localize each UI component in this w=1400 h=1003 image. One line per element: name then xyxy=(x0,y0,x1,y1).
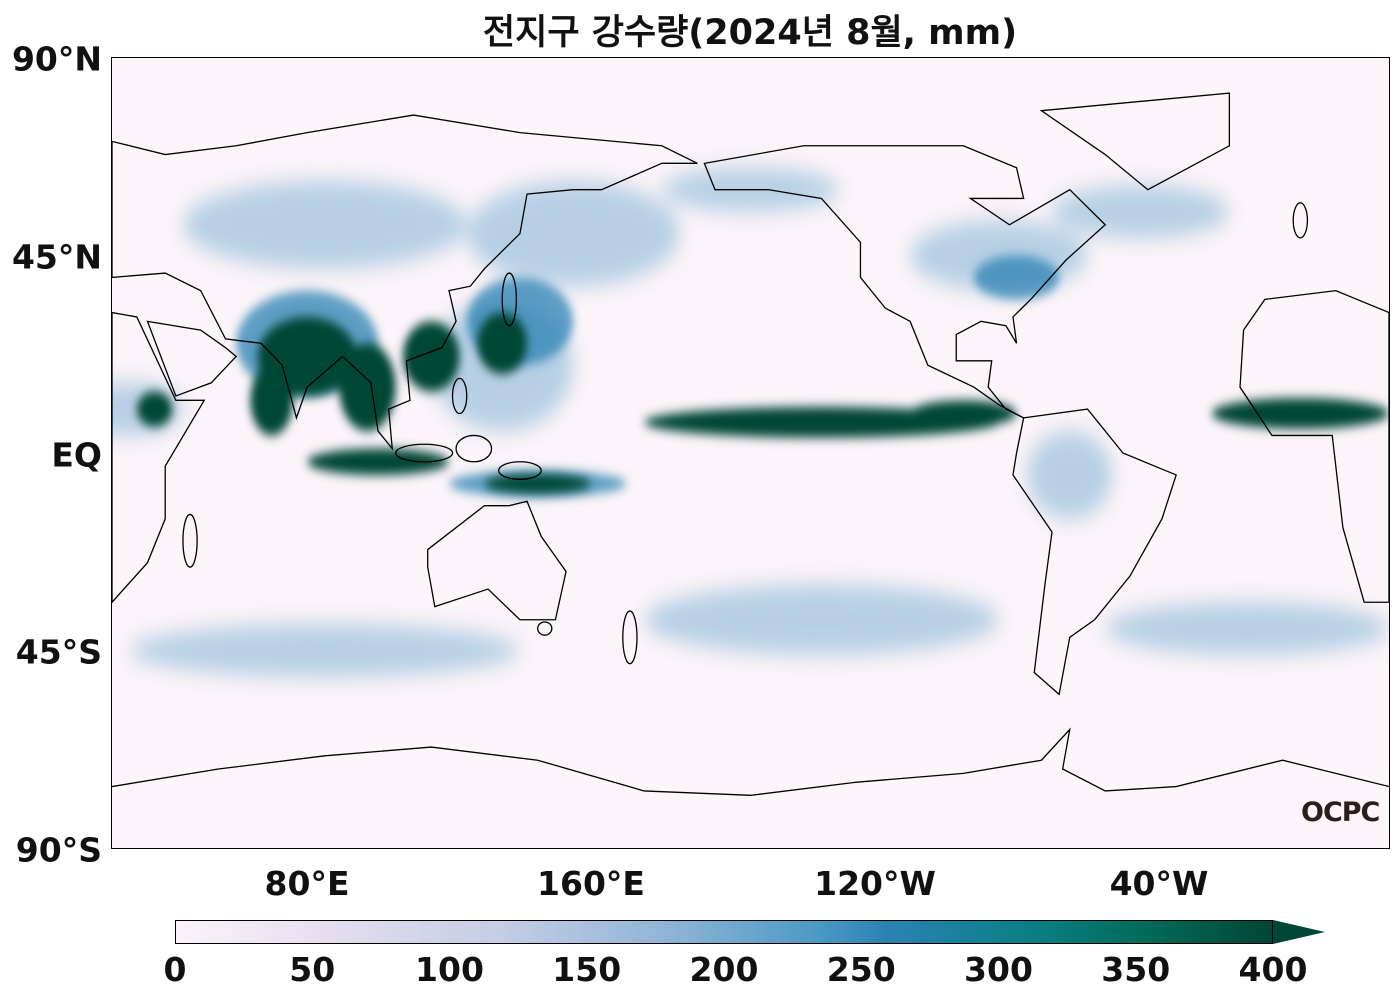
lat-label-90n: 90°N xyxy=(11,39,102,79)
lon-label-160e: 160°E xyxy=(537,864,645,903)
colorbar-tick-label: 350 xyxy=(1101,950,1171,989)
lon-label-80e: 80°E xyxy=(264,864,350,903)
colorbar-tick-label: 100 xyxy=(415,950,484,989)
colorbar-tick-label: 250 xyxy=(826,950,896,989)
colorbar-tick-label: 200 xyxy=(689,950,759,989)
lon-label-120w: 120°W xyxy=(814,864,936,903)
colorbar xyxy=(175,920,1273,944)
precip-heavy xyxy=(136,312,1389,494)
colorbar-extend-arrow xyxy=(1273,920,1325,944)
lat-label-45s: 45°S xyxy=(15,632,102,672)
colorbar-tick-label: 0 xyxy=(163,950,187,989)
lat-label-45n: 45°N xyxy=(11,237,102,277)
ocpc-logo: OCPC xyxy=(1301,797,1380,828)
coastlines xyxy=(112,93,1389,795)
colorbar-tick-label: 300 xyxy=(964,950,1033,989)
lat-label-90s: 90°S xyxy=(15,830,102,870)
lon-label-40w: 40°W xyxy=(1109,864,1209,903)
colorbar-tick-label: 400 xyxy=(1238,950,1308,989)
map-canvas xyxy=(112,58,1389,848)
map-title: 전지구 강수량(2024년 8월, mm) xyxy=(482,13,1018,53)
colorbar-tick-label: 150 xyxy=(552,950,622,989)
precipitation-map: OCPC xyxy=(111,57,1390,849)
lat-label-eq: EQ xyxy=(51,435,102,475)
colorbar-tick-label: 50 xyxy=(289,950,336,989)
